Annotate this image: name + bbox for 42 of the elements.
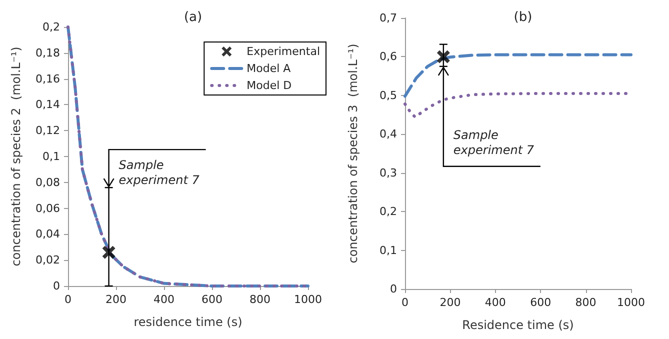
annotation: Sample experiment 7 bbox=[118, 158, 200, 188]
x-tick-label: 1000 bbox=[617, 296, 645, 309]
y-tick-label: 0,6 bbox=[380, 50, 397, 64]
y-tick-label: 0,2 bbox=[380, 205, 397, 218]
x-axis-title: residence time (s) bbox=[134, 315, 242, 329]
y-tick-label: 0,04 bbox=[36, 228, 60, 241]
y-tick-label: 0 bbox=[390, 282, 397, 296]
y-tick-label: 0,7 bbox=[380, 12, 397, 24]
y-tick-label: 0,3 bbox=[380, 166, 397, 180]
y-tick-label: 0,12 bbox=[36, 124, 60, 138]
legend-label: Model A bbox=[246, 62, 292, 75]
y-tick-label: 0,06 bbox=[36, 202, 60, 215]
x-tick-label: 800 bbox=[250, 293, 270, 306]
y-tick-label: 0,16 bbox=[36, 72, 60, 86]
y-tick-label: 0,14 bbox=[36, 98, 60, 112]
x-axis-title: Residence time (s) bbox=[462, 318, 574, 332]
y-tick-label: 0,02 bbox=[36, 254, 60, 267]
x-tick-label: 200 bbox=[440, 296, 461, 309]
y-tick-label: 0 bbox=[53, 280, 60, 292]
chart-title: (b) bbox=[514, 10, 532, 25]
y-tick-label: 0,4 bbox=[380, 128, 397, 141]
x-tick-label: 0 bbox=[64, 293, 72, 306]
x-tick-label: 1000 bbox=[294, 293, 322, 306]
y-axis-title: concentration of species 2 (mol.L⁻¹) bbox=[9, 46, 23, 266]
y-tick-label: 0,18 bbox=[36, 46, 60, 60]
y-tick-label: 0,1 bbox=[42, 150, 60, 163]
x-tick-label: 600 bbox=[202, 293, 222, 306]
y-tick-label: 0,1 bbox=[380, 244, 397, 257]
chart-title: (a) bbox=[184, 10, 202, 25]
y-axis-title: concentration of species 3 (mol.L⁻¹) bbox=[346, 44, 360, 264]
annotation: Sample experiment 7 bbox=[453, 128, 535, 158]
y-tick-label: 0,2 bbox=[42, 20, 60, 34]
x-tick-label: 0 bbox=[402, 296, 408, 309]
x-tick-label: 200 bbox=[106, 293, 126, 306]
y-tick-label: 0,5 bbox=[380, 88, 397, 102]
x-tick-label: 400 bbox=[484, 296, 506, 309]
x-tick-label: 400 bbox=[154, 293, 174, 306]
y-tick-label: 0,08 bbox=[36, 176, 60, 189]
legend-label: Model D bbox=[246, 79, 292, 92]
x-tick-label: 600 bbox=[530, 296, 552, 309]
x-tick-label: 800 bbox=[575, 296, 596, 309]
legend-label: Experimental bbox=[246, 45, 320, 58]
